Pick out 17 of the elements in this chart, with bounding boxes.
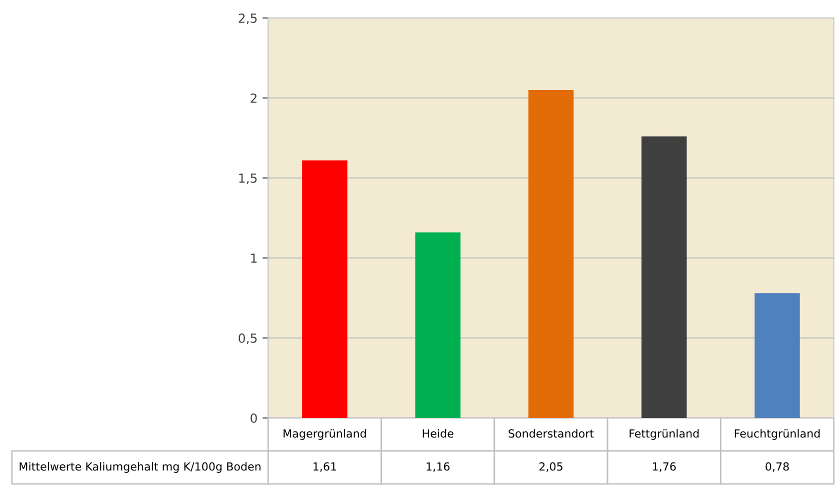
- x-tick-label: Magergrünland: [284, 429, 366, 440]
- x-tick-label: Fettgrünland: [630, 429, 699, 440]
- y-tick-label: 0,5: [238, 333, 257, 344]
- y-tick-label: 2: [250, 93, 256, 103]
- text: Mittelwerte Kaliumgehalt mg K/100g Boden: [20, 462, 260, 473]
- data-label: 1,76: [652, 462, 676, 472]
- y-tick-label: 1,5: [239, 174, 257, 184]
- x-tick-label: Sonderstandort: [508, 429, 594, 438]
- y-tick-label: 0: [250, 413, 257, 423]
- x-tick-label: Heide: [422, 429, 454, 438]
- data-label: 0,78: [766, 462, 789, 472]
- data-label: 2,05: [539, 462, 562, 472]
- y-tick-label: 2,5: [238, 13, 257, 24]
- data-label: 1,61: [314, 462, 336, 472]
- data-label: 1,16: [426, 462, 450, 472]
- x-tick-label: Feuchtgrünland: [734, 429, 820, 440]
- y-tick-label: 1: [251, 254, 257, 263]
